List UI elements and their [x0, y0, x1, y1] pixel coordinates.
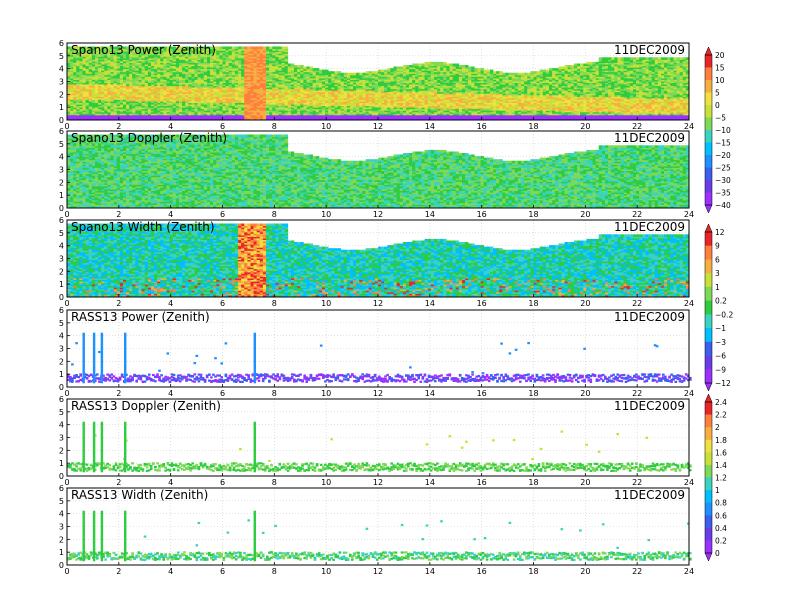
- data-cell: [319, 70, 322, 73]
- data-cell: [437, 62, 440, 65]
- data-cell: [229, 47, 232, 50]
- data-cell: [331, 71, 334, 74]
- data-cell: [425, 62, 428, 65]
- data-cell: [275, 47, 278, 50]
- data-cell: [344, 73, 347, 76]
- data-cell: [254, 47, 257, 50]
- data-cell: [362, 73, 365, 76]
- data-cell: [241, 47, 244, 50]
- data-cell: [434, 62, 437, 65]
- data-cell: [322, 70, 325, 73]
- data-cell: [285, 47, 288, 50]
- data-cell: [294, 65, 297, 68]
- data-cell: [325, 70, 328, 73]
- data-cell: [282, 47, 285, 50]
- data-cell: [232, 47, 235, 50]
- data-cell: [422, 64, 425, 67]
- data-cell: [384, 70, 387, 73]
- data-cell: [269, 47, 272, 50]
- data-cell: [338, 71, 341, 74]
- data-cell: [409, 65, 412, 68]
- data-field: [67, 47, 689, 121]
- data-cell: [226, 47, 229, 50]
- data-cell: [260, 47, 263, 50]
- data-cell: [288, 64, 291, 67]
- data-cell: [235, 47, 238, 50]
- data-cell: [247, 47, 250, 50]
- data-cell: [406, 65, 409, 68]
- data-cell: [238, 47, 241, 50]
- data-cell: [353, 73, 356, 76]
- data-cell: [263, 47, 266, 50]
- data-cell: [412, 64, 415, 67]
- data-cell: [219, 47, 222, 50]
- data-cell: [251, 47, 254, 50]
- data-cell: [428, 62, 431, 65]
- data-cell: [316, 68, 319, 71]
- data-cell: [279, 47, 282, 50]
- data-cell: [335, 71, 338, 74]
- data-cell: [328, 71, 331, 74]
- data-cell: [313, 68, 316, 71]
- data-cell: [387, 68, 390, 71]
- data-cell: [375, 71, 378, 74]
- data-cell: [356, 73, 359, 76]
- data-cell: [359, 73, 362, 76]
- data-cell: [67, 47, 70, 50]
- data-cell: [378, 70, 381, 73]
- data-cell: [300, 65, 303, 68]
- data-cell: [369, 71, 372, 74]
- data-cell: [310, 67, 313, 70]
- data-cell: [415, 64, 418, 67]
- data-cell: [303, 67, 306, 70]
- data-cell: [341, 73, 344, 76]
- data-cell: [291, 64, 294, 67]
- data-cell: [390, 68, 393, 71]
- data-cell: [403, 65, 406, 68]
- data-cell: [307, 67, 310, 70]
- data-cell: [244, 47, 247, 50]
- data-cell: [216, 47, 219, 50]
- data-cell: [394, 67, 397, 70]
- data-cell: [366, 71, 369, 74]
- data-cell: [431, 62, 434, 65]
- data-cell: [272, 47, 275, 50]
- data-cell: [257, 47, 260, 50]
- data-cell: [347, 73, 350, 76]
- data-cell: [297, 65, 300, 68]
- data-cell: [418, 64, 421, 67]
- data-cell: [372, 71, 375, 74]
- data-cell: [223, 47, 226, 50]
- data-cell: [397, 67, 400, 70]
- data-cell: [400, 67, 403, 70]
- data-cell: [381, 70, 384, 73]
- data-cell: [350, 73, 353, 76]
- data-cell: [266, 47, 269, 50]
